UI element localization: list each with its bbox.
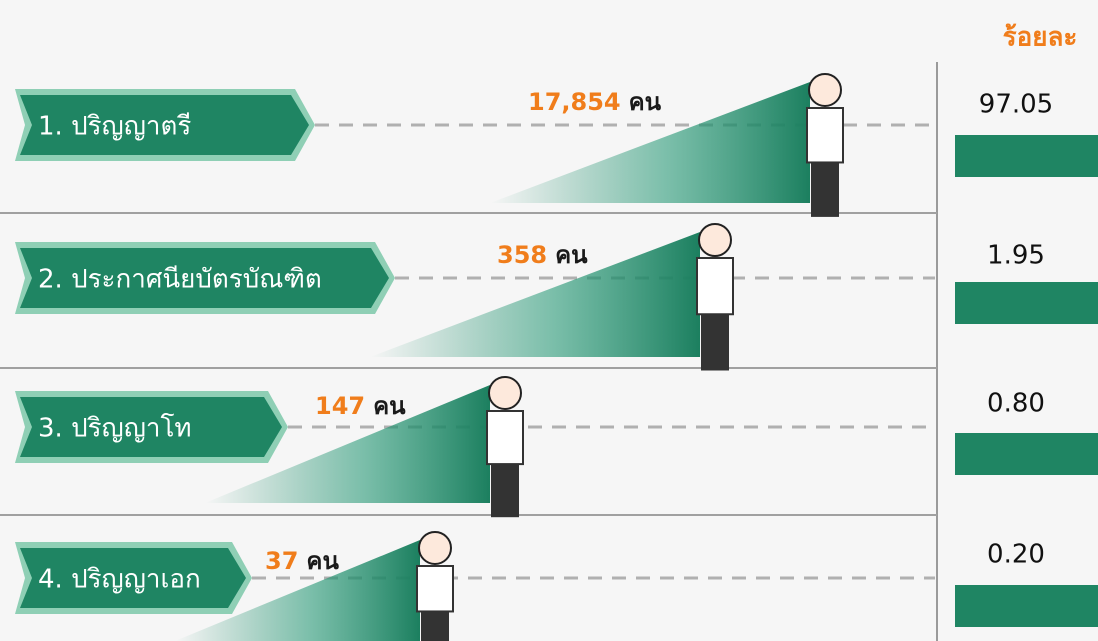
percent-bar (955, 433, 1098, 475)
figure-head (809, 74, 841, 106)
count: 37 (265, 547, 298, 575)
percent-bar (955, 282, 1098, 324)
figure-legs (811, 162, 839, 216)
figure-legs (421, 611, 449, 641)
percent: 0.20 (987, 540, 1045, 570)
row-label: 3. ปริญญาโท (38, 413, 192, 444)
row-label: 2. ประกาศนียบัตรบัณฑิต (38, 265, 322, 295)
percent: 97.05 (979, 90, 1053, 120)
row-label: 4. ปริญญาเอก (38, 565, 201, 595)
count: 147 (315, 392, 365, 420)
infographic: ร้อยละ 1. ปริญญาตรี 17,854 คน 97.05 2. ประกา… (0, 0, 1098, 641)
figure-body (417, 566, 453, 611)
percent-header: ร้อยละ (1003, 23, 1078, 53)
count-text: 358 คน (497, 241, 588, 269)
unit: คน (373, 392, 406, 420)
figure-legs (701, 314, 729, 370)
count: 358 (497, 241, 547, 269)
count-text: 147 คน (315, 392, 406, 420)
percent-bar (955, 585, 1098, 627)
count-text: 17,854 คน (528, 88, 662, 116)
percent: 1.95 (987, 241, 1045, 271)
unit: คน (306, 547, 339, 575)
figure-legs (491, 464, 519, 517)
row-label: 1. ปริญญาตรี (38, 112, 191, 142)
unit: คน (629, 88, 662, 116)
figure-body (807, 108, 843, 162)
figure-body (697, 258, 733, 314)
unit: คน (555, 241, 588, 269)
percent-bar (955, 135, 1098, 177)
count: 17,854 (528, 88, 621, 116)
figure-head (489, 377, 521, 409)
figure-head (419, 532, 451, 564)
percent: 0.80 (987, 389, 1045, 419)
figure-head (699, 224, 731, 256)
figure-body (487, 411, 523, 464)
